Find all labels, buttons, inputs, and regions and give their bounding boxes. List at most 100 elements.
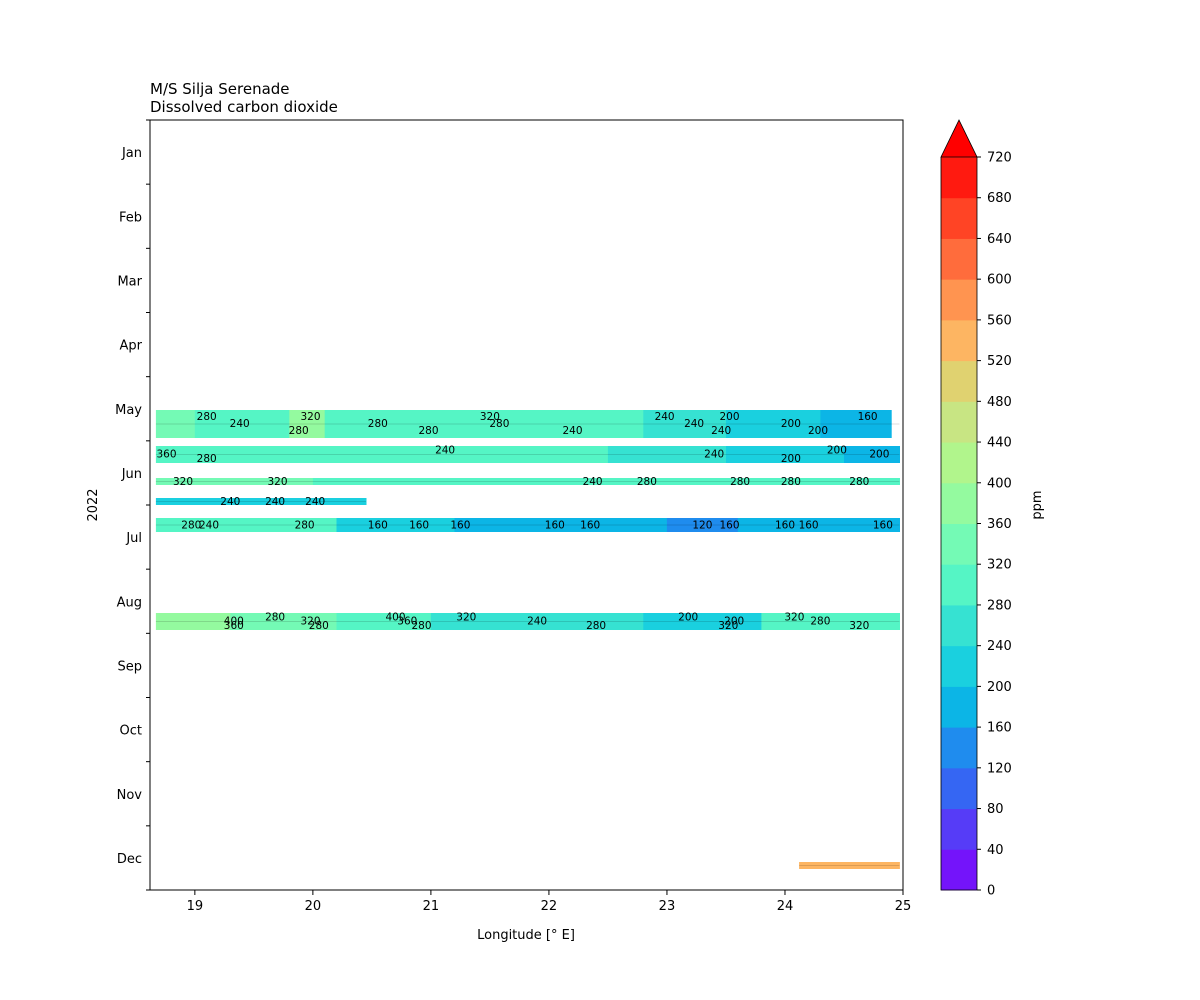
- contour-label: 240: [199, 520, 219, 532]
- x-tick-label: 22: [541, 899, 558, 914]
- colorbar-segment: [941, 197, 977, 239]
- contour-label: 200: [719, 411, 739, 423]
- band-segment: [194, 410, 290, 438]
- contour-label: 280: [781, 476, 801, 488]
- data-band: [155, 518, 900, 532]
- x-tick-label: 25: [895, 899, 912, 914]
- x-axis-label: Longitude [° E]: [477, 928, 575, 943]
- contour-label: 280: [368, 418, 388, 430]
- y-tick-label: Mar: [117, 274, 142, 289]
- band-segment: [155, 478, 314, 485]
- colorbar-tick-label: 320: [987, 558, 1012, 573]
- x-tick-label: 23: [659, 899, 676, 914]
- contour-label: 280: [265, 611, 285, 623]
- colorbar-tick-label: 160: [987, 721, 1012, 736]
- colorbar-tick-label: 200: [987, 680, 1012, 695]
- band-segment: [430, 613, 644, 630]
- contour-label: 280: [181, 520, 201, 532]
- colorbar-segment: [941, 157, 977, 199]
- contour-label: 200: [724, 616, 744, 628]
- contour-label: 240: [684, 418, 704, 430]
- contour-label: 160: [858, 411, 878, 423]
- contour-label: 280: [197, 411, 217, 423]
- y-tick-label: Dec: [117, 852, 142, 867]
- contour-label: 400: [224, 616, 244, 628]
- y-axis: Jan Feb Mar Apr May Jun Jul Aug Sep Oct Nov Dec: [115, 119, 150, 891]
- contour-label: 280: [418, 425, 438, 437]
- contour-label: 320: [267, 476, 287, 488]
- colorbar-segment: [941, 482, 977, 524]
- colorbar-tick-label: 480: [987, 395, 1012, 410]
- y-tick-label: Jan: [121, 146, 142, 161]
- colorbar-tick-label: 80: [987, 802, 1004, 817]
- contour-label: 320: [456, 611, 476, 623]
- colorbar-segment: [941, 727, 977, 769]
- contour-label: 320: [784, 611, 804, 623]
- band-segment: [726, 446, 845, 463]
- band-segment: [666, 518, 739, 532]
- x-tick-label: 24: [777, 899, 794, 914]
- contour-label: 120: [692, 520, 712, 532]
- contour-label: 280: [489, 418, 509, 430]
- contour-label: 320: [300, 411, 320, 423]
- colorbar-segment: [941, 767, 977, 810]
- colorbar-segment: [941, 319, 977, 362]
- band-segment: [155, 498, 367, 505]
- data-band: [155, 613, 900, 630]
- colorbar-segment: [941, 238, 977, 280]
- contour-label: 200: [781, 418, 801, 430]
- x-tick-label: 21: [423, 899, 440, 914]
- band-segment: [799, 862, 900, 869]
- contour-label: 280: [295, 520, 315, 532]
- contour-label: 200: [781, 453, 801, 465]
- y-tick-label: Oct: [120, 724, 142, 739]
- contour-label: 280: [197, 453, 217, 465]
- contour-label: 160: [545, 520, 565, 532]
- colorbar-tick-label: 240: [987, 639, 1012, 654]
- data-band: [155, 446, 900, 463]
- colorbar-tick-label: 40: [987, 843, 1004, 858]
- x-tick-label: 20: [305, 899, 322, 914]
- contour-label: 160: [580, 520, 600, 532]
- band-segment: [289, 410, 326, 438]
- contour-label: 320: [849, 620, 869, 632]
- data-band: [799, 862, 900, 869]
- contour-label: 240: [305, 496, 325, 508]
- colorbar-tick-label: 360: [987, 517, 1012, 532]
- band-segment: [726, 478, 900, 485]
- band-segment: [155, 613, 231, 630]
- contour-label: 240: [704, 449, 724, 461]
- contour-label: 160: [775, 520, 795, 532]
- contour-label: 280: [586, 620, 606, 632]
- contour-label: 360: [397, 616, 417, 628]
- band-segment: [607, 446, 727, 463]
- colorbar-segment: [941, 523, 977, 565]
- chart-subtitle: Dissolved carbon dioxide: [150, 98, 338, 116]
- colorbar-segment: [941, 564, 977, 606]
- colorbar-tick-label: 400: [987, 476, 1012, 491]
- contour-label: 280: [849, 476, 869, 488]
- band-segment: [155, 446, 314, 463]
- band-segment: [230, 518, 337, 532]
- contour-label: 240: [711, 425, 731, 437]
- colorbar-tick-label: 0: [987, 884, 995, 899]
- colorbar-tick-label: 440: [987, 436, 1012, 451]
- colorbar-tick-label: 720: [987, 151, 1012, 166]
- contour-label: 320: [300, 616, 320, 628]
- chart-title: M/S Silja Serenade: [150, 80, 290, 98]
- band-segment: [324, 410, 644, 438]
- y-axis-label: 2022: [86, 488, 101, 521]
- colorbar-segment: [941, 442, 977, 484]
- band-segment: [336, 518, 455, 532]
- contour-label: 280: [810, 616, 830, 628]
- y-tick-label: Nov: [117, 788, 143, 803]
- band-segment: [155, 518, 231, 532]
- contour-label: 240: [230, 418, 250, 430]
- contour-label: 200: [827, 444, 847, 456]
- contour-label: 360: [224, 620, 244, 632]
- y-tick-label: Jul: [125, 531, 142, 546]
- y-tick-label: Feb: [119, 210, 142, 225]
- y-tick-label: Apr: [120, 339, 143, 354]
- contour-label: 280: [411, 620, 431, 632]
- colorbar-label: ppm: [1030, 490, 1045, 519]
